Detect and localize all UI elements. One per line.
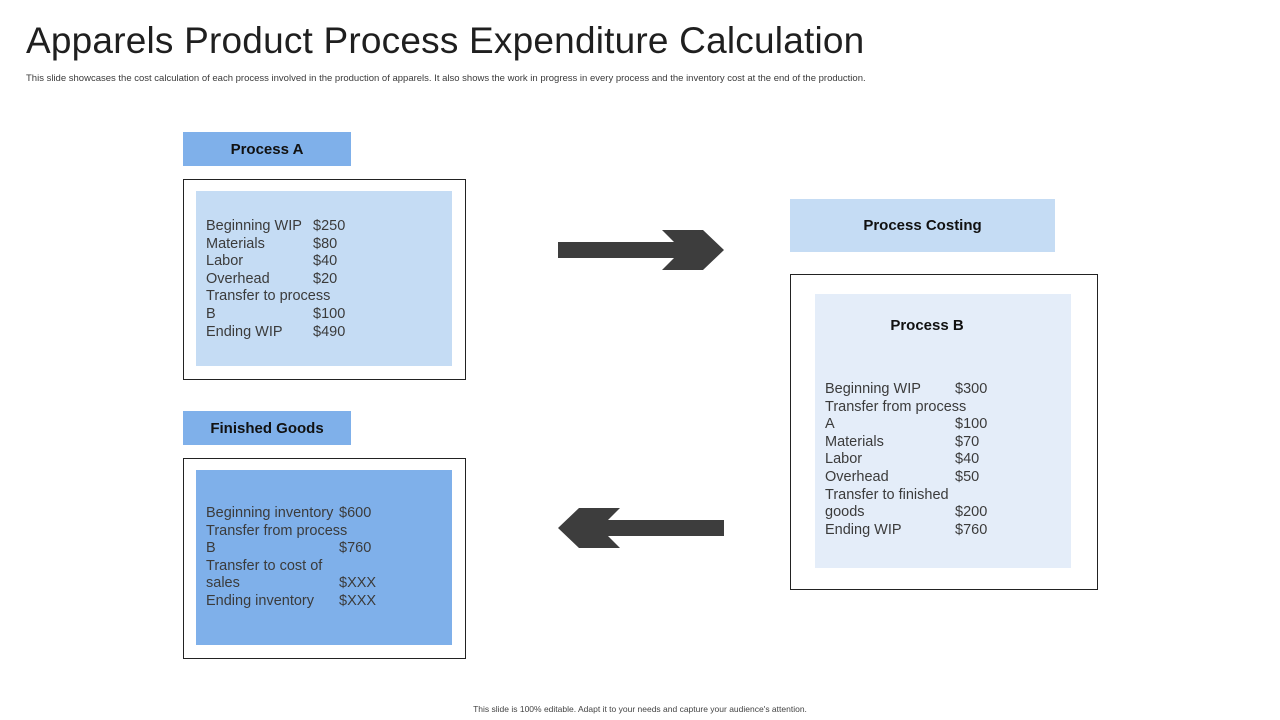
process-b-lines: Beginning WIP $300 Transfer from process A $…: [825, 381, 1065, 539]
process-b-row: Ending WIP $760: [825, 522, 1065, 540]
process-a-row-label: Overhead: [206, 270, 270, 287]
finished-goods-row: Transfer to cost of: [206, 558, 446, 576]
process-a-row-label: Labor: [206, 253, 244, 270]
process-a-row-label: Ending WIP: [206, 323, 283, 340]
process-a-row: Beginning WIP $250: [206, 218, 446, 236]
finished-goods-row-label: Transfer to cost of: [206, 557, 323, 574]
finished-goods-header-label: Finished Goods: [210, 419, 324, 437]
process-a-row-value: $20: [313, 270, 338, 287]
arrow-right-icon: [558, 230, 724, 270]
finished-goods-row-value: $760: [339, 540, 372, 557]
finished-goods-row-label: Ending inventory: [206, 592, 315, 609]
finished-goods-row-label: Beginning inventory: [206, 505, 334, 521]
process-b-row-value: $200: [955, 504, 988, 521]
finished-goods-header: Finished Goods: [183, 411, 351, 445]
finished-goods-row-value: $600: [339, 505, 372, 521]
finished-goods-row-label: sales: [206, 575, 240, 592]
finished-goods-lines: Beginning inventory $600 Transfer from pro…: [206, 505, 446, 611]
process-a-row: Overhead $20: [206, 271, 446, 289]
process-a-row-label: Materials: [206, 235, 265, 252]
finished-goods-row: Transfer from process: [206, 523, 446, 541]
process-b-row: Materials $70: [825, 434, 1065, 452]
process-b-row-label: Transfer from process: [825, 398, 967, 415]
process-b-row-label: goods: [825, 504, 865, 521]
process-b-row-label: Materials: [825, 433, 884, 450]
process-b-row: Overhead $50: [825, 469, 1065, 487]
process-costing-header: Process Costing: [790, 199, 1055, 252]
process-b-row-value: $40: [955, 451, 980, 468]
process-b-row-value: $70: [955, 433, 980, 450]
process-b-row: goods $200: [825, 504, 1065, 522]
process-b-row-value: $760: [955, 521, 988, 538]
process-a-lines: Beginning WIP $250 Materials $80 Labor $40 Ove…: [206, 218, 446, 341]
page-title: Apparels Product Process Expenditure Cal…: [26, 20, 865, 61]
finished-goods-row-label: B: [206, 540, 216, 557]
process-a-row: Materials $80: [206, 236, 446, 254]
process-a-row: Labor $40: [206, 253, 446, 271]
process-b-title: Process B: [890, 317, 964, 334]
process-a-row-value: $40: [313, 253, 338, 270]
finished-goods-row-value: $XXX: [339, 592, 377, 609]
process-a-row-label: Beginning WIP: [206, 218, 302, 234]
process-a-row-value: $490: [313, 323, 346, 340]
process-a-row: Transfer to process: [206, 288, 446, 306]
process-b-row-value: $100: [955, 416, 988, 433]
process-b-row: Transfer to finished: [825, 487, 1065, 505]
process-b-row-label: A: [825, 416, 835, 433]
process-costing-header-label: Process Costing: [863, 217, 982, 234]
finished-goods-row: sales $XXX: [206, 575, 446, 593]
finished-goods-row-label: Transfer from process: [206, 522, 348, 539]
process-a-header: Process A: [183, 132, 351, 166]
process-a-row-value: $100: [313, 305, 346, 322]
arrow-right-shape: [558, 230, 724, 270]
process-b-row: A $100: [825, 416, 1065, 434]
process-b-row: Beginning WIP $300: [825, 381, 1065, 399]
process-b-row-label: Ending WIP: [825, 521, 902, 538]
process-b-row-label: Labor: [825, 451, 863, 468]
finished-goods-row: Ending inventory $XXX: [206, 593, 446, 611]
arrow-left-shape: [558, 508, 724, 548]
process-a-row: Ending WIP $490: [206, 324, 446, 342]
process-a-row-value: $250: [313, 218, 346, 234]
process-b-row-label: Transfer to finished: [825, 486, 949, 503]
process-b-row: Labor $40: [825, 451, 1065, 469]
finished-goods-row-value: $XXX: [339, 575, 377, 592]
process-b-panel: [815, 294, 1071, 568]
process-b-row: Transfer from process: [825, 399, 1065, 417]
process-b-row-label: Beginning WIP: [825, 381, 921, 397]
process-b-row-value: $300: [955, 381, 988, 397]
process-b-row-label: Overhead: [825, 468, 889, 485]
finished-goods-panel: [196, 470, 452, 645]
arrow-left-icon: [558, 508, 724, 548]
finished-goods-row: B $760: [206, 540, 446, 558]
page-footer: This slide is 100% editable. Adapt it to…: [473, 704, 807, 714]
process-a-header-label: Process A: [230, 140, 304, 158]
process-a-row: B $100: [206, 306, 446, 324]
process-a-row-label: B: [206, 305, 216, 322]
process-a-panel: [196, 191, 452, 366]
page-subtitle: This slide showcases the cost calculatio…: [26, 73, 866, 84]
process-b-row-value: $50: [955, 468, 980, 485]
process-a-row-value: $80: [313, 235, 338, 252]
finished-goods-row: Beginning inventory $600: [206, 505, 446, 523]
process-a-row-label: Transfer to process: [206, 288, 331, 305]
